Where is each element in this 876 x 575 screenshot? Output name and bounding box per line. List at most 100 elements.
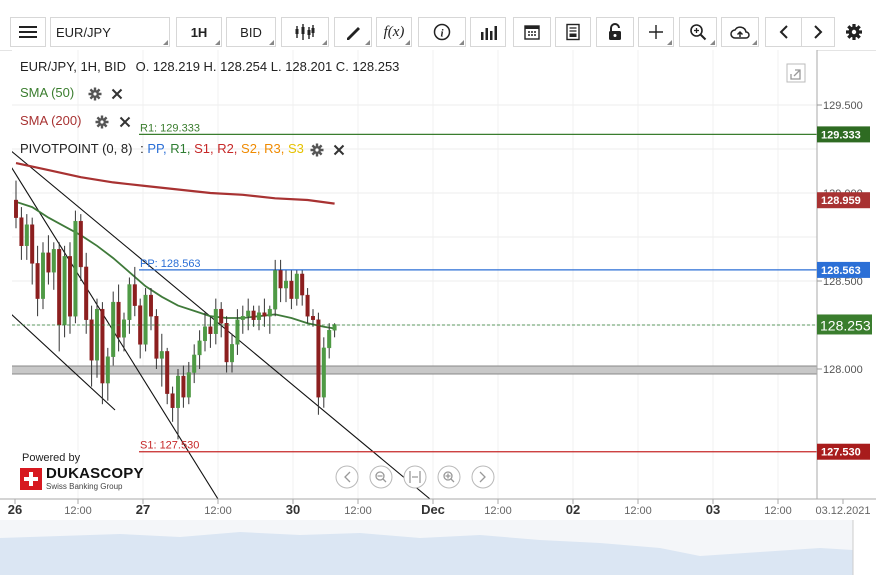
gear-icon[interactable] bbox=[310, 143, 324, 157]
logo-subtitle: Swiss Banking Group bbox=[46, 482, 123, 491]
series-layer bbox=[15, 162, 335, 330]
legend-pivot[interactable]: PIVOTPOINT (0, 8) : PP, R1, S1, R2, S2, … bbox=[20, 141, 345, 157]
plot-area bbox=[12, 50, 817, 499]
navigator-handle-area[interactable] bbox=[853, 520, 876, 575]
candle-body bbox=[154, 316, 159, 359]
candle-body bbox=[257, 312, 262, 320]
pivot-levels: R1: 129.333 PP: 128.563 S1: 127.530 bbox=[139, 122, 817, 453]
close-icon[interactable] bbox=[333, 144, 345, 156]
legend-sma200[interactable]: SMA (200) bbox=[20, 113, 131, 129]
zoom-icon bbox=[690, 24, 707, 41]
pivot-tag-r1-bg bbox=[817, 126, 870, 143]
candle-body bbox=[202, 326, 207, 342]
symbol-label: EUR/JPY bbox=[56, 24, 111, 40]
candle-body bbox=[294, 273, 299, 299]
candle-body bbox=[273, 270, 278, 310]
close-icon[interactable] bbox=[119, 116, 131, 128]
pivot-tag-r1: 129.333 bbox=[821, 129, 861, 141]
draw-button[interactable] bbox=[334, 17, 372, 47]
chart-type-button[interactable] bbox=[281, 17, 329, 47]
candle-body bbox=[197, 340, 202, 356]
candle-body bbox=[219, 308, 224, 324]
menu-button[interactable] bbox=[10, 17, 46, 47]
sma200-tag-bg bbox=[817, 192, 870, 209]
candle-body bbox=[235, 319, 240, 345]
symbol-select[interactable]: EUR/JPY bbox=[50, 17, 170, 47]
price-chart[interactable]: R1: 129.333 PP: 128.563 S1: 127.530 129.50… bbox=[0, 50, 876, 575]
pivot-item-pp: PP, bbox=[147, 141, 171, 156]
close-icon[interactable] bbox=[111, 88, 123, 100]
sma50-line bbox=[15, 200, 335, 330]
x-tick-label: 03 bbox=[706, 502, 720, 517]
dukascopy-logo: DUKASCOPY Swiss Banking Group bbox=[20, 466, 144, 491]
support-band bbox=[12, 366, 817, 374]
legend-sma50[interactable]: SMA (50) bbox=[20, 85, 123, 101]
candle-body bbox=[132, 284, 137, 306]
candle-body bbox=[89, 319, 94, 361]
fit-icon bbox=[409, 471, 421, 483]
info-button[interactable]: i bbox=[418, 17, 466, 47]
pivot-tag-s1-bg bbox=[817, 443, 870, 460]
toolbar: EUR/JPY 1H BID f(x) i bbox=[0, 0, 876, 51]
candle-body bbox=[305, 294, 310, 317]
bars-button[interactable] bbox=[470, 17, 506, 47]
candle-body bbox=[19, 217, 24, 246]
x-tick-label: 26 bbox=[8, 502, 22, 517]
gear-icon[interactable] bbox=[95, 115, 109, 129]
settings-button[interactable] bbox=[838, 17, 870, 47]
pivot-items: PP, R1, S1, R2, S2, R3, S3 bbox=[147, 141, 304, 156]
timeframe-label: 1H bbox=[190, 24, 208, 40]
pivot-item-s2: S2, bbox=[241, 141, 265, 156]
x-tick-label: Dec bbox=[421, 502, 445, 517]
candle-body bbox=[208, 326, 213, 335]
pivot-label-r1: R1: 129.333 bbox=[140, 122, 200, 134]
pivot-label: PIVOTPOINT (0, 8) bbox=[20, 141, 133, 156]
candle-body bbox=[192, 354, 197, 373]
sma200-line bbox=[15, 162, 335, 205]
candle-body bbox=[175, 375, 180, 408]
arrow-left-icon bbox=[779, 25, 788, 39]
nav-forward-button[interactable] bbox=[471, 465, 495, 489]
popout-icon[interactable] bbox=[786, 63, 806, 83]
scroll-right-button[interactable] bbox=[801, 17, 835, 47]
nav-back-button[interactable] bbox=[335, 465, 359, 489]
candle-body bbox=[165, 351, 170, 394]
calendar-button[interactable] bbox=[513, 17, 551, 47]
candle-body bbox=[78, 220, 83, 268]
lock-button[interactable] bbox=[596, 17, 634, 47]
candle-body bbox=[51, 249, 56, 273]
timeframe-select[interactable]: 1H bbox=[176, 17, 222, 47]
crosshair-button[interactable] bbox=[638, 17, 674, 47]
logo-name: DUKASCOPY bbox=[46, 465, 144, 482]
candle-body bbox=[181, 375, 186, 398]
function-button[interactable]: f(x) bbox=[376, 17, 412, 47]
menu-icon bbox=[19, 26, 37, 38]
pivot-tag-s1: 127.530 bbox=[821, 447, 861, 459]
candle-body bbox=[148, 294, 153, 317]
x-tick-label: 02 bbox=[566, 502, 580, 517]
zoom-button[interactable] bbox=[679, 17, 717, 47]
x-tick-label: 12:00 bbox=[484, 505, 512, 517]
triangle-right-icon bbox=[479, 471, 486, 483]
candle-body bbox=[262, 312, 267, 317]
scroll-left-button[interactable] bbox=[765, 17, 801, 47]
gear-icon[interactable] bbox=[88, 87, 102, 101]
zoom-out-button[interactable] bbox=[369, 465, 393, 489]
x-tick-label: 30 bbox=[286, 502, 300, 517]
gear-icon bbox=[846, 24, 862, 40]
channel-line-upper[interactable] bbox=[10, 150, 431, 499]
candle-body bbox=[57, 249, 62, 326]
x-tick-label: 12:00 bbox=[64, 505, 92, 517]
pivot-separator: : bbox=[140, 141, 144, 156]
zoom-in-button[interactable] bbox=[437, 465, 461, 489]
report-button[interactable] bbox=[555, 17, 591, 47]
candle-body bbox=[332, 324, 337, 331]
x-tick-label: 27 bbox=[136, 502, 150, 517]
lock-icon bbox=[609, 23, 621, 40]
sma200-tag: 128.959 bbox=[821, 195, 861, 207]
price-type-select[interactable]: BID bbox=[226, 17, 276, 47]
sma50-label: SMA (50) bbox=[20, 85, 75, 100]
channel-line-lower-2[interactable] bbox=[10, 313, 116, 411]
candle-body bbox=[116, 301, 121, 338]
cloud-upload-button[interactable] bbox=[721, 17, 759, 47]
